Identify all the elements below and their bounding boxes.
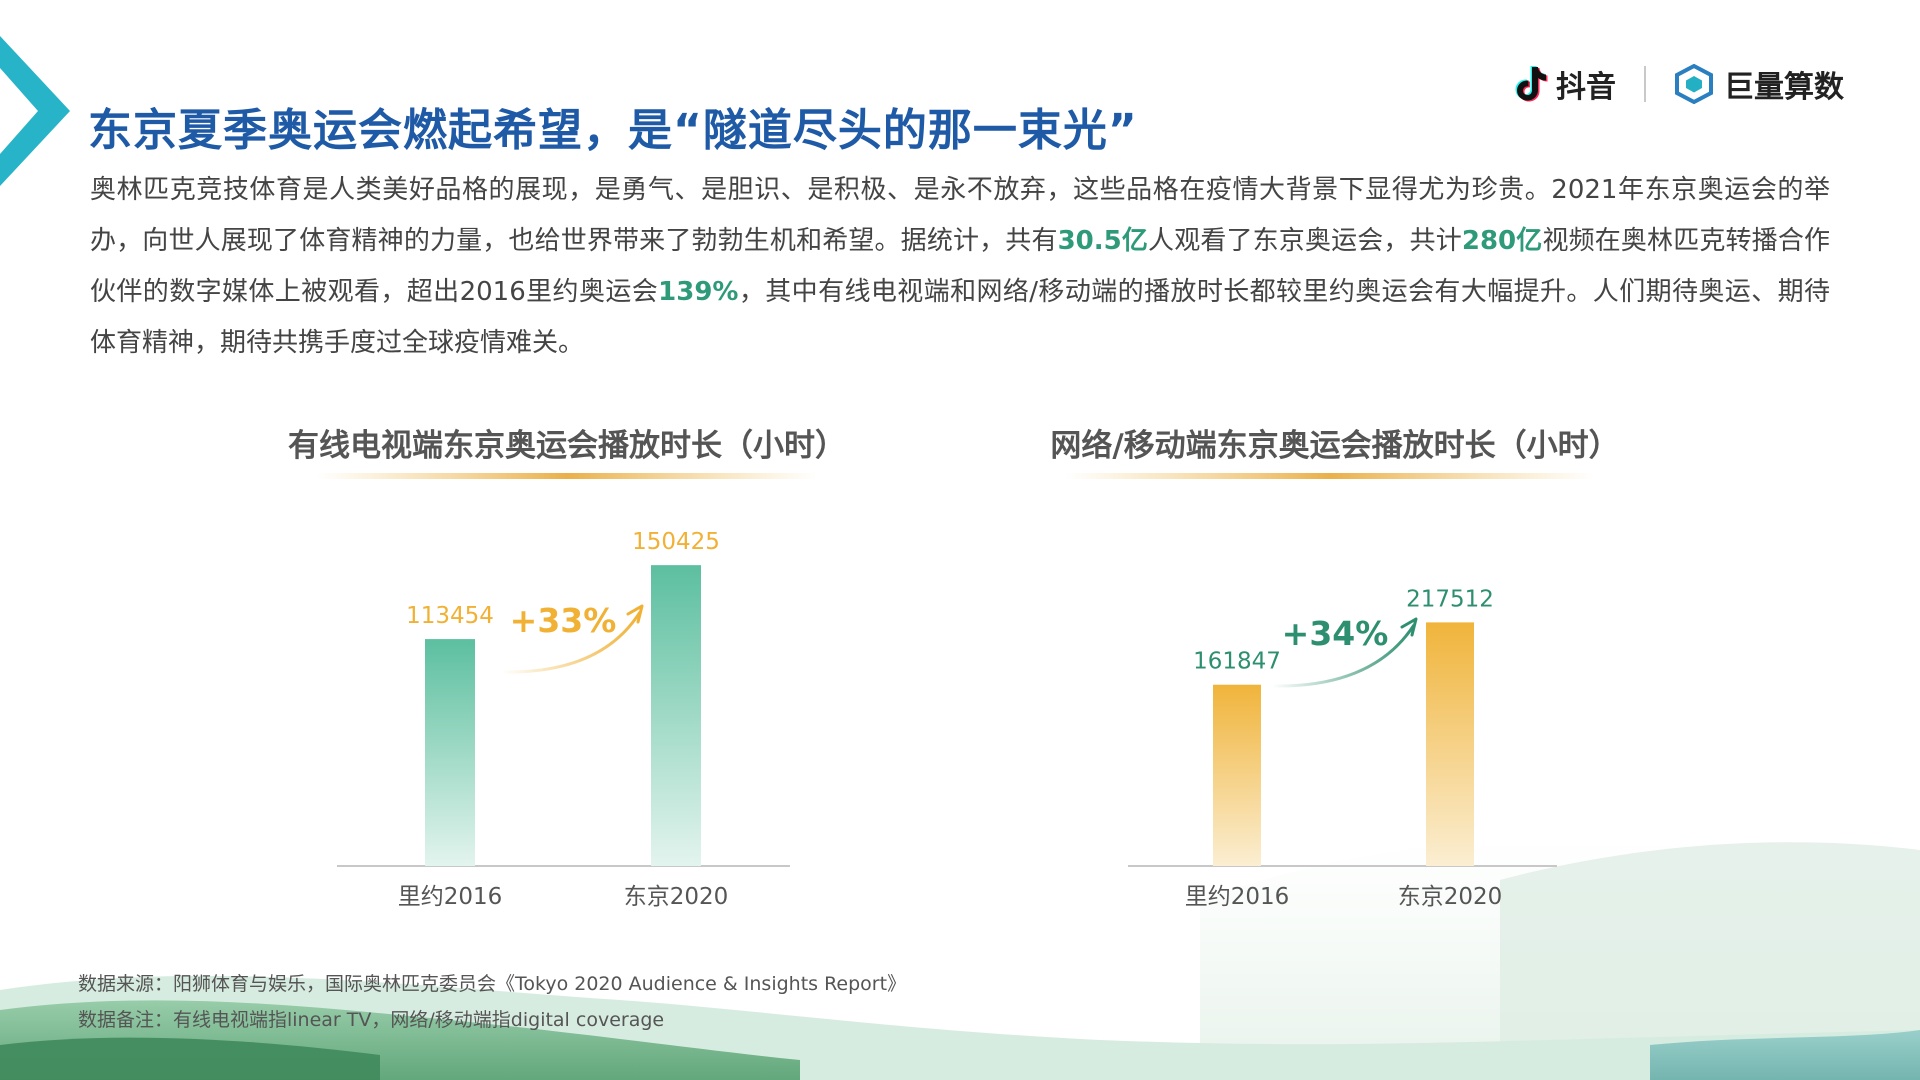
chart-title-underline [317, 473, 817, 479]
bar [425, 639, 475, 866]
intro-text-3: 视频在奥林匹克转播合作伙伴的数字媒体上被观看，超出2016里约奥运会 [90, 226, 1830, 307]
corner-arrow-icon [0, 36, 70, 186]
chart-title-digital: 网络/移动端东京奥运会播放时长（小时） [1050, 428, 1620, 464]
x-tick-label: 里约2016 [398, 884, 503, 910]
data-source-note: 数据来源：阳狮体育与娱乐，国际奥林匹克委员会《Tokyo 2020 Audien… [78, 973, 907, 995]
growth-arrow-icon [501, 611, 642, 674]
chart-2: 161847 里约2016 217512 东京2020 +34% [1128, 586, 1557, 910]
growth-label: +34% [1282, 614, 1389, 653]
bar [1213, 684, 1261, 866]
arrow-head-icon [626, 604, 644, 624]
brand-logos: 抖音 巨量算数 [1514, 62, 1844, 106]
page-title: 东京夏季奥运会燃起希望，是“隧道尽头的那一束光” [88, 105, 1138, 156]
data-label: 217512 [1406, 586, 1494, 612]
bar [651, 565, 701, 866]
data-label: 113454 [406, 603, 494, 629]
x-tick-label: 东京2020 [1398, 884, 1503, 910]
chart-title-linear-tv: 有线电视端东京奥运会播放时长（小时） [288, 428, 846, 464]
douyin-note-icon [1515, 66, 1548, 102]
growth-arrow-icon [1271, 624, 1416, 688]
juliang-logo-text: 巨量算数 [1724, 70, 1844, 105]
intro-text-4: ，其中有线电视端和网络/移动端的播放时长都较里约奥运会有大幅提升。人们期待奥运、… [90, 277, 1831, 358]
data-label: 150425 [632, 529, 720, 555]
intro-text-1: 奥林匹克竞技体育是人类美好品格的展现，是勇气、是胆识、是积极、是永不放弃，这些品… [90, 175, 1830, 256]
x-tick-label: 里约2016 [1185, 884, 1290, 910]
videos-highlight: 280亿 [1461, 226, 1543, 256]
viewers-highlight: 30.5亿 [1057, 226, 1149, 256]
data-remark-note: 数据备注：有线电视端指linear TV，网络/移动端指digital cove… [78, 1009, 665, 1031]
douyin-logo-text: 抖音 [1556, 70, 1616, 105]
intro-text-2: 人观看了东京奥运会，共计 [1148, 226, 1462, 256]
intro-paragraph: 奥林匹克竞技体育是人类美好品格的展现，是勇气、是胆识、是积极、是永不放弃，这些品… [90, 165, 1830, 369]
juliang-cube-icon [1675, 64, 1713, 104]
chart-1: 113454 里约2016 150425 东京2020 +33% [337, 529, 790, 910]
douyin-logo: 抖音 [1514, 62, 1616, 106]
chart-title-underline [1065, 473, 1595, 479]
juliang-logo: 巨量算数 [1674, 62, 1844, 106]
growth-highlight: 139% [658, 277, 739, 307]
bar [1426, 622, 1474, 866]
growth-label: +33% [510, 601, 617, 640]
x-tick-label: 东京2020 [624, 884, 729, 910]
arrow-head-icon [1400, 617, 1418, 637]
logo-divider [1644, 66, 1646, 102]
data-label: 161847 [1193, 649, 1281, 675]
